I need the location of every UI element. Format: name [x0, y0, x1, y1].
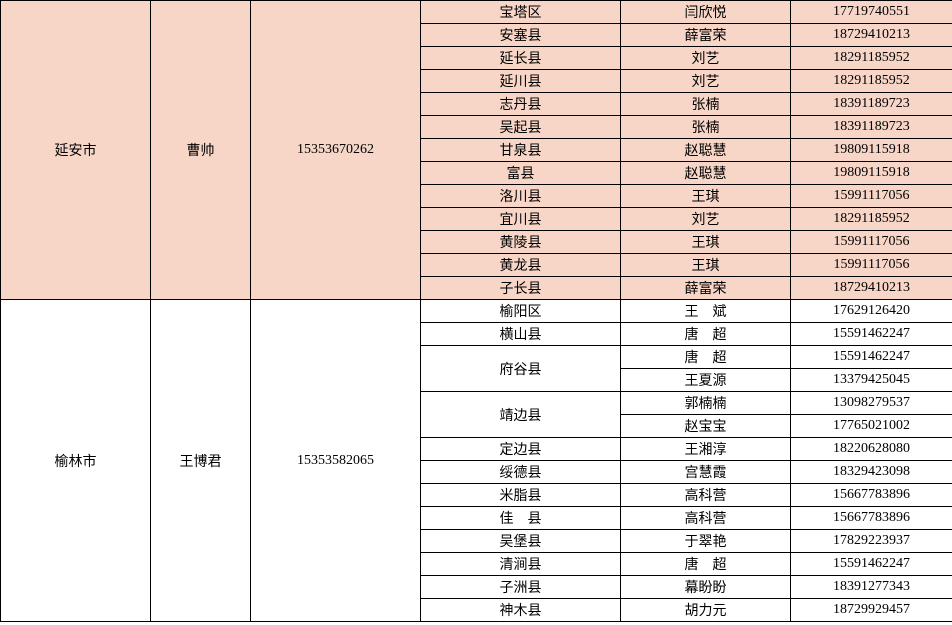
contact-table: 延安市曹帅15353670262宝塔区闫欣悦17719740551安塞县薛富荣1…: [0, 0, 952, 622]
district-cell: 宝塔区: [421, 1, 621, 24]
phone-cell: 18391189723: [791, 116, 952, 139]
district-cell: 安塞县: [421, 24, 621, 47]
district-cell: 靖边县: [421, 392, 621, 438]
phone-cell: 18329423098: [791, 461, 952, 484]
district-cell: 米脂县: [421, 484, 621, 507]
district-cell: 吴堡县: [421, 530, 621, 553]
phone-cell: 18291185952: [791, 70, 952, 93]
phone-cell: 15591462247: [791, 553, 952, 576]
person-cell: 唐 超: [621, 553, 791, 576]
person-cell: 高科营: [621, 484, 791, 507]
city-cell: 榆林市: [1, 300, 151, 622]
phone-cell: 18391277343: [791, 576, 952, 599]
district-cell: 延川县: [421, 70, 621, 93]
person-cell: 赵聪慧: [621, 139, 791, 162]
district-cell: 宜川县: [421, 208, 621, 231]
person-cell: 王琪: [621, 254, 791, 277]
person-cell: 郭楠楠: [621, 392, 791, 415]
district-cell: 清涧县: [421, 553, 621, 576]
person-cell: 赵聪慧: [621, 162, 791, 185]
district-cell: 延长县: [421, 47, 621, 70]
person-cell: 王 斌: [621, 300, 791, 323]
phone-cell: 18291185952: [791, 208, 952, 231]
person-cell: 薛富荣: [621, 24, 791, 47]
phone-cell: 18729410213: [791, 277, 952, 300]
person-cell: 王夏源: [621, 369, 791, 392]
district-cell: 子洲县: [421, 576, 621, 599]
phone-cell: 13098279537: [791, 392, 952, 415]
district-cell: 黄陵县: [421, 231, 621, 254]
district-cell: 黄龙县: [421, 254, 621, 277]
manager-cell: 王博君: [151, 300, 251, 622]
district-cell: 吴起县: [421, 116, 621, 139]
manager-cell: 曹帅: [151, 1, 251, 300]
phone-cell: 18391189723: [791, 93, 952, 116]
person-cell: 刘艺: [621, 70, 791, 93]
phone-cell: 15991117056: [791, 231, 952, 254]
phone-cell: 19809115918: [791, 139, 952, 162]
phone-cell: 15667783896: [791, 507, 952, 530]
phone-cell: 15591462247: [791, 323, 952, 346]
person-cell: 张楠: [621, 93, 791, 116]
person-cell: 刘艺: [621, 47, 791, 70]
person-cell: 薛富荣: [621, 277, 791, 300]
district-cell: 绥德县: [421, 461, 621, 484]
person-cell: 王湘淳: [621, 438, 791, 461]
phone-cell: 17629126420: [791, 300, 952, 323]
district-cell: 横山县: [421, 323, 621, 346]
district-cell: 定边县: [421, 438, 621, 461]
district-cell: 子长县: [421, 277, 621, 300]
phone-cell: 15667783896: [791, 484, 952, 507]
person-cell: 唐 超: [621, 346, 791, 369]
person-cell: 胡力元: [621, 599, 791, 622]
phone-cell: 15591462247: [791, 346, 952, 369]
phone-cell: 18729929457: [791, 599, 952, 622]
person-cell: 唐 超: [621, 323, 791, 346]
district-cell: 神木县: [421, 599, 621, 622]
phone-cell: 19809115918: [791, 162, 952, 185]
district-cell: 佳 县: [421, 507, 621, 530]
person-cell: 刘艺: [621, 208, 791, 231]
district-cell: 志丹县: [421, 93, 621, 116]
person-cell: 幕盼盼: [621, 576, 791, 599]
person-cell: 于翠艳: [621, 530, 791, 553]
person-cell: 闫欣悦: [621, 1, 791, 24]
table-row: 榆林市王博君15353582065榆阳区王 斌17629126420: [1, 300, 952, 323]
person-cell: 宫慧霞: [621, 461, 791, 484]
district-cell: 洛川县: [421, 185, 621, 208]
phone-cell: 13379425045: [791, 369, 952, 392]
city-cell: 延安市: [1, 1, 151, 300]
manager-phone-cell: 15353582065: [251, 300, 421, 622]
person-cell: 王琪: [621, 185, 791, 208]
person-cell: 张楠: [621, 116, 791, 139]
district-cell: 富县: [421, 162, 621, 185]
district-cell: 榆阳区: [421, 300, 621, 323]
phone-cell: 15991117056: [791, 254, 952, 277]
person-cell: 赵宝宝: [621, 415, 791, 438]
phone-cell: 17765021002: [791, 415, 952, 438]
person-cell: 高科营: [621, 507, 791, 530]
district-cell: 甘泉县: [421, 139, 621, 162]
table-row: 延安市曹帅15353670262宝塔区闫欣悦17719740551: [1, 1, 952, 24]
phone-cell: 17719740551: [791, 1, 952, 24]
person-cell: 王琪: [621, 231, 791, 254]
phone-cell: 18729410213: [791, 24, 952, 47]
phone-cell: 18220628080: [791, 438, 952, 461]
phone-cell: 18291185952: [791, 47, 952, 70]
manager-phone-cell: 15353670262: [251, 1, 421, 300]
phone-cell: 17829223937: [791, 530, 952, 553]
district-cell: 府谷县: [421, 346, 621, 392]
phone-cell: 15991117056: [791, 185, 952, 208]
